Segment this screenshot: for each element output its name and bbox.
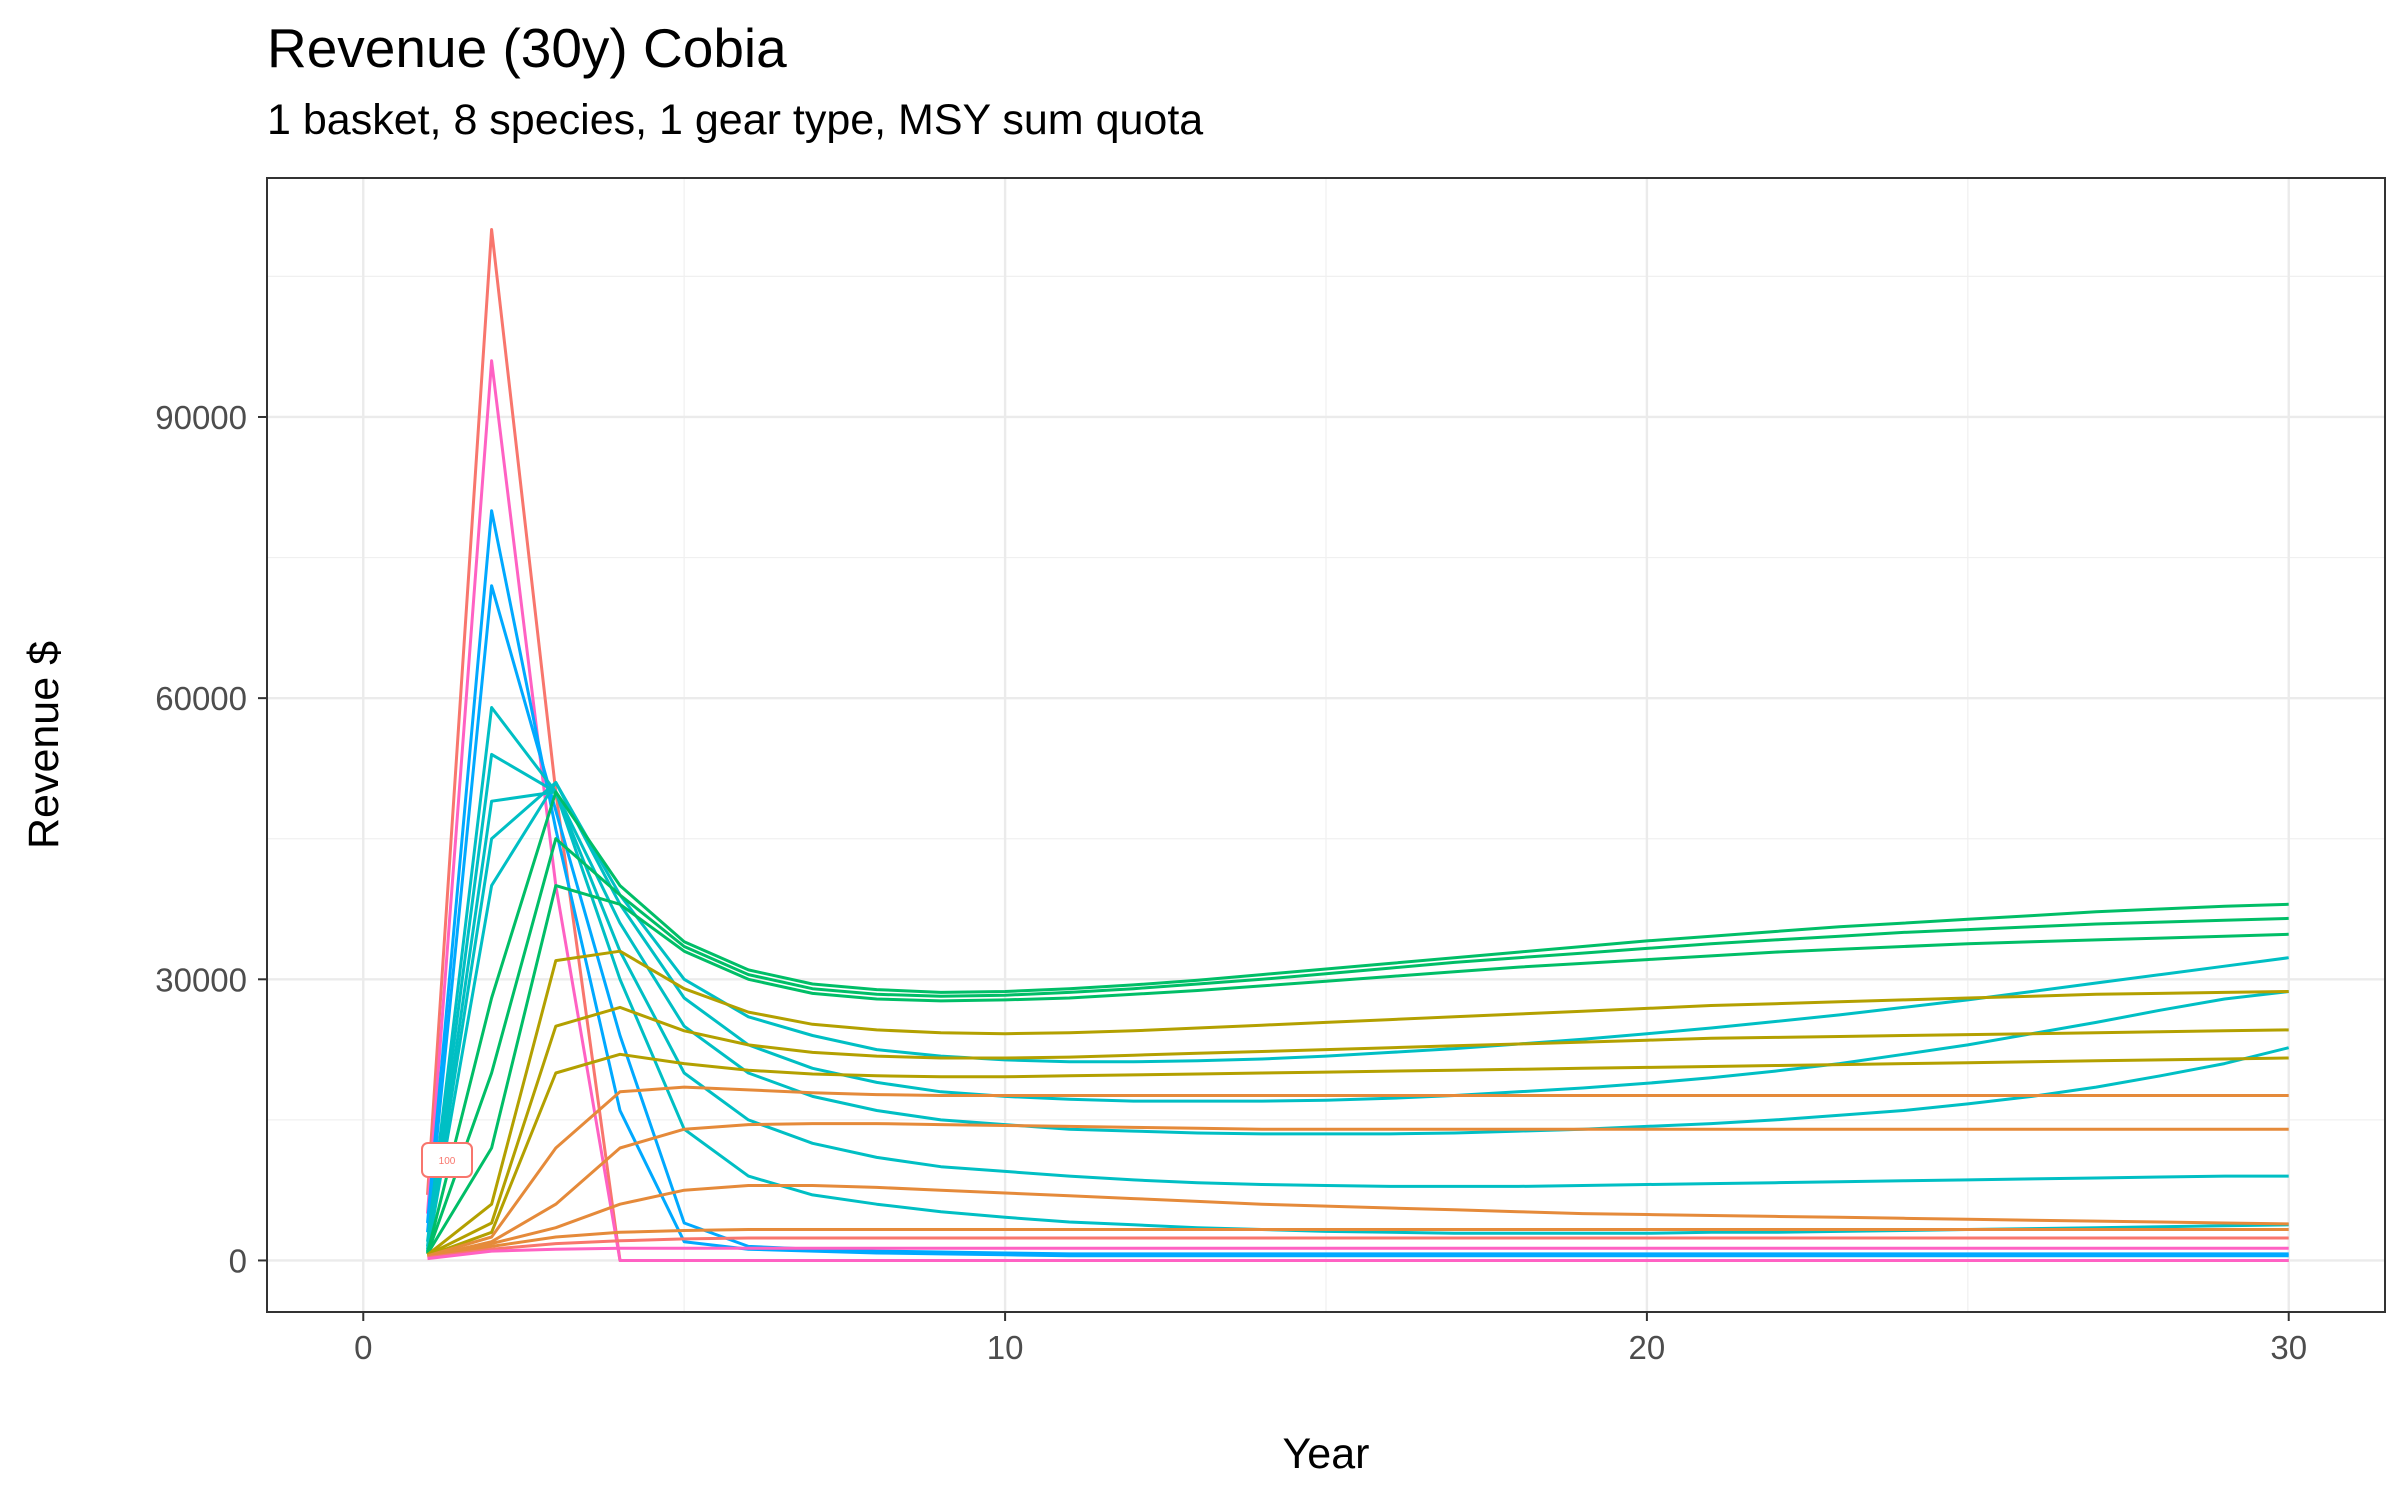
annotation-label: 100 bbox=[421, 1142, 473, 1178]
x-tick-label: 30 bbox=[2270, 1329, 2307, 1366]
series-line-20 bbox=[427, 1236, 2289, 1260]
annotation-text: 100 bbox=[439, 1156, 456, 1167]
series-line-6 bbox=[426, 752, 2289, 1247]
minor-gridlines bbox=[267, 178, 2385, 1312]
y-tick-label: 0 bbox=[229, 1242, 247, 1279]
chart-subtitle: 1 basket, 8 species, 1 gear type, MSY su… bbox=[267, 96, 1204, 144]
chart-title: Revenue (30y) Cobia bbox=[267, 17, 787, 79]
series-line-2 bbox=[426, 359, 2289, 1262]
series-line-19 bbox=[427, 1228, 2289, 1260]
series-line-4 bbox=[426, 584, 2289, 1256]
series-line-5 bbox=[426, 706, 2289, 1242]
x-axis: 0 10 20 30 bbox=[354, 1312, 2307, 1366]
x-tick-label: 10 bbox=[987, 1329, 1024, 1366]
series-line-9 bbox=[426, 781, 2289, 1253]
x-tick-label: 0 bbox=[354, 1329, 372, 1366]
y-tick-label: 60000 bbox=[155, 680, 247, 717]
series-line-17 bbox=[427, 1122, 2289, 1259]
series-line-14 bbox=[426, 1005, 2289, 1257]
y-tick-label: 30000 bbox=[155, 961, 247, 998]
series-lines bbox=[426, 228, 2290, 1262]
series-line-21 bbox=[427, 1246, 2289, 1261]
series-line-16 bbox=[427, 1085, 2289, 1258]
x-axis-title: Year bbox=[1283, 1430, 1370, 1478]
series-line-12 bbox=[426, 884, 2289, 1255]
series-line-10 bbox=[426, 790, 2289, 1254]
series-line-1 bbox=[426, 228, 2289, 1262]
series-line-13 bbox=[426, 949, 2289, 1256]
x-tick-label: 20 bbox=[1629, 1329, 1666, 1366]
plot-panel-border bbox=[266, 177, 2386, 1313]
series-line-8 bbox=[426, 781, 2289, 1252]
series-line-15 bbox=[426, 1052, 2289, 1258]
y-tick-label: 90000 bbox=[155, 399, 247, 436]
series-line-7 bbox=[426, 790, 2290, 1250]
y-axis: 0 30000 60000 90000 bbox=[155, 399, 267, 1279]
series-line-11 bbox=[426, 837, 2289, 1255]
y-axis-title: Revenue $ bbox=[20, 641, 68, 849]
series-line-18 bbox=[427, 1184, 2289, 1259]
